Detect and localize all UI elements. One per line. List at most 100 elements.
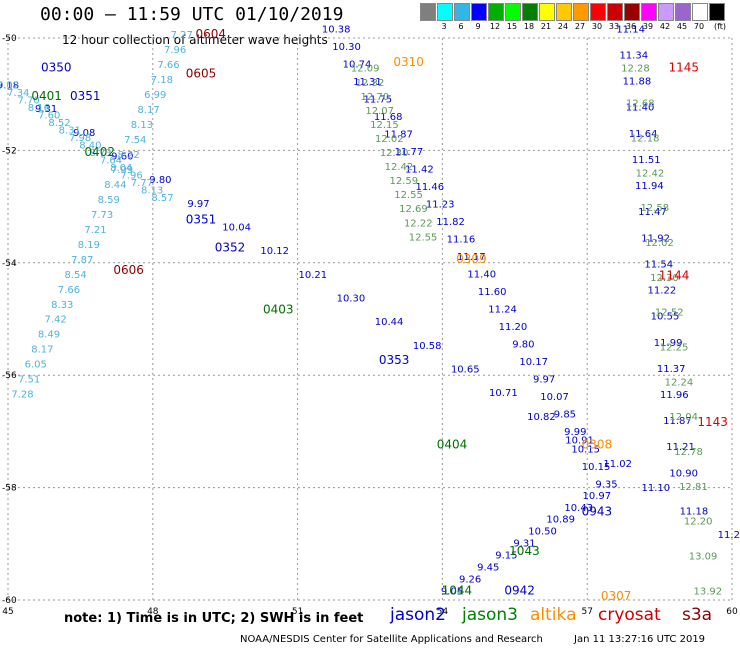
colorbar-swatch <box>556 3 572 21</box>
wave-height-value: 11.40 <box>467 269 496 280</box>
wave-height-value: 11.88 <box>623 77 652 88</box>
wave-height-value: 7.18 <box>151 75 173 86</box>
pass-time-label: 0352 <box>215 241 246 255</box>
wave-height-value: 12.68 <box>626 99 655 110</box>
lat-tick-label: -52 <box>2 146 17 156</box>
wave-height-value: 11.10 <box>641 483 670 494</box>
wave-height-value: 11.16 <box>447 234 476 245</box>
wave-height-value: 8.40 <box>79 141 101 152</box>
colorbar-unit: (ft) <box>714 22 727 31</box>
wave-height-value: 11.64 <box>629 129 658 140</box>
wave-height-value: 10.43 <box>564 503 593 514</box>
colorbar-swatch <box>590 3 606 21</box>
colorbar-tick: 21 <box>540 22 552 31</box>
colorbar-tick: 18 <box>523 22 535 31</box>
pass-time-label: 0404 <box>437 437 468 451</box>
wave-height-value: 11.22 <box>648 286 677 297</box>
wave-height-value: 10.74 <box>343 59 372 70</box>
wave-height-value: 7.73 <box>91 210 113 221</box>
wave-height-value: 7.66 <box>58 285 80 296</box>
wave-height-value: 11.51 <box>632 155 661 166</box>
wave-height-value: 12.42 <box>636 168 665 179</box>
wave-height-value: 12.24 <box>665 377 694 388</box>
pass-time-label: 0943 <box>582 505 613 519</box>
wave-height-value: 12.69 <box>399 204 428 215</box>
wave-height-value: 9.31 <box>513 539 535 550</box>
wave-height-value: 9.60 <box>111 152 133 163</box>
wave-height-value: 9.08 <box>73 128 95 139</box>
wave-height-value: 12.55 <box>394 190 423 201</box>
wave-height-value: 7.98 <box>69 133 91 144</box>
wave-height-value: 8.54 <box>64 270 86 281</box>
pass-time-label: 1044 <box>442 583 473 597</box>
wave-height-value: 8.16 <box>28 103 50 114</box>
wave-height-value: 9.97 <box>187 199 209 210</box>
colorbar-swatch <box>624 3 640 21</box>
wave-height-value: 7.42 <box>45 315 67 326</box>
wave-height-value: 8.49 <box>38 330 60 341</box>
pass-time-label: 0309 <box>456 252 487 266</box>
wave-height-value: 7.02 <box>0 81 19 92</box>
wave-height-value: 7.96 <box>164 45 186 56</box>
lon-tick-label: 57 <box>581 607 592 617</box>
lon-tick-label: 60 <box>726 607 738 617</box>
wave-height-value: 11.37 <box>657 364 686 375</box>
colorbar-tick: 42 <box>659 22 671 31</box>
pass-time-labels: 0604 0605 0606 0350 0351 0351 0352 0353 0942 0943… <box>31 27 728 603</box>
legend-jason2: jason2 <box>390 605 446 625</box>
lat-tick-label: -60 <box>2 596 17 606</box>
wave-height-value: 12.02 <box>645 238 674 249</box>
wave-height-value: 9.97 <box>533 375 555 386</box>
pass-time-label: 1145 <box>668 61 699 75</box>
wave-height-value: 11.34 <box>619 50 648 61</box>
wave-height-value: 7.21 <box>84 225 106 236</box>
wave-height-value: 9.18 <box>0 81 19 92</box>
colorbar-tick: 39 <box>642 22 654 31</box>
wave-height-value: 12.28 <box>621 64 650 75</box>
colorbar-swatch <box>454 3 470 21</box>
wave-height-value: 12.07 <box>365 106 394 117</box>
wave-height-value: 10.97 <box>583 491 612 502</box>
wave-height-value: 12.52 <box>655 308 684 319</box>
wave-height-value: 11.24 <box>488 305 517 316</box>
colorbar-swatch <box>522 3 538 21</box>
wave-height-value: 12.25 <box>660 342 689 353</box>
wave-height-value: 11.99 <box>654 338 683 349</box>
wave-height-value: 11.26 <box>718 530 740 541</box>
wave-height-value: 7.64 <box>100 156 122 167</box>
wave-height-value: 11.54 <box>644 259 673 270</box>
wave-height-value: 8.22 <box>118 150 140 161</box>
wave-height-value: 7.87 <box>71 255 93 266</box>
map-grid <box>7 37 733 601</box>
pass-time-label: 0350 <box>41 61 72 75</box>
wave-height-value: 12.32 <box>356 78 385 89</box>
wave-height-value: 9.05 <box>441 586 463 597</box>
wave-height-value: 8.04 <box>110 163 132 174</box>
wave-height-value: 10.90 <box>669 468 698 479</box>
page-subtitle: 12 hour collection of altimeter wave hei… <box>62 33 328 47</box>
wave-height-value: 12.42 <box>385 162 414 173</box>
wave-height-value: 11.47 <box>638 207 667 218</box>
wave-height-value: 10.07 <box>540 392 569 403</box>
wave-height-value: 11.60 <box>478 287 507 298</box>
wave-height-value: 9.35 <box>595 480 617 491</box>
note-text: note: 1) Time is in UTC; 2) SWH is in fe… <box>64 611 364 626</box>
wave-height-value: 12.78 <box>674 447 703 458</box>
pass-time-label: 0403 <box>263 302 294 316</box>
wave-height-value: 8.59 <box>98 195 120 206</box>
wave-height-value: 13.09 <box>689 552 718 563</box>
wave-height-value: 12.30 <box>650 273 679 284</box>
wave-height-value: 8.17 <box>137 105 159 116</box>
pass-time-label: 0401 <box>31 89 62 103</box>
wave-height-value: 7.60 <box>38 111 60 122</box>
wave-height-value: 8.13 <box>131 120 153 131</box>
wave-height-value: 10.89 <box>546 515 575 526</box>
lon-tick-label: 54 <box>437 607 449 617</box>
wave-height-value: 11.18 <box>680 507 709 518</box>
footer-timestamp: Jan 11 13:27:16 UTC 2019 <box>574 634 706 645</box>
wave-height-value: 13.92 <box>694 586 723 597</box>
wave-height-value: 11.31 <box>353 77 382 88</box>
pass-time-label: 0402 <box>84 145 115 159</box>
wave-height-value: 11.40 <box>626 103 655 114</box>
satellite-tracks: 9.18 9.31 9.08 9.60 9.80 9.97 10.04 10.12 10.21 1… <box>0 24 740 597</box>
